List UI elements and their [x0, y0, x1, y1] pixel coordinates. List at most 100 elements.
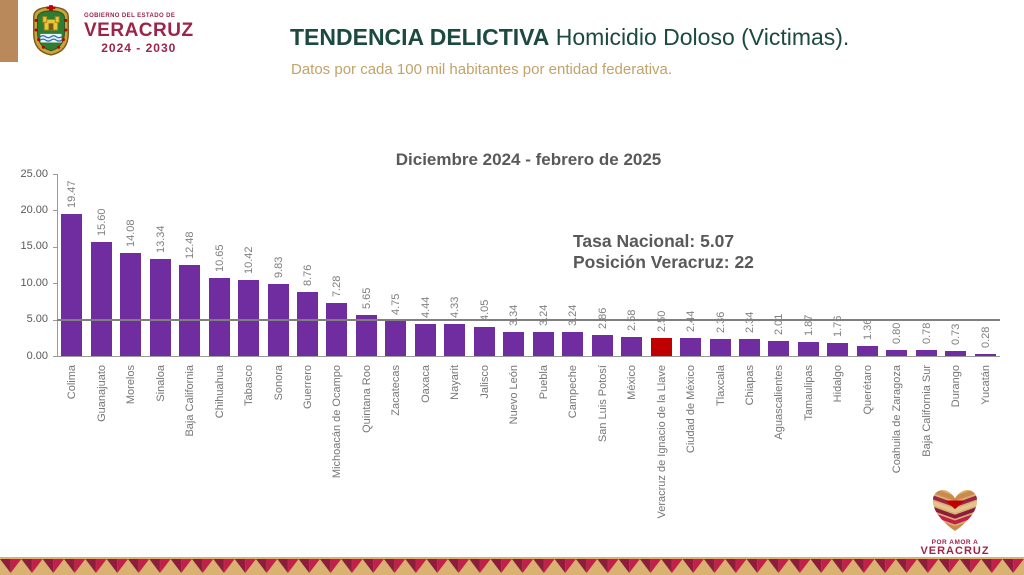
bar-value-sinaloa: 13.34	[154, 225, 167, 253]
bar-value-baja-california-sur: 0.78	[920, 322, 933, 345]
x-label-veracruz-de-ignacio-de-la-llave: Veracruz de Ignacio de la Llave	[655, 365, 668, 519]
page-title-rest: Homicidio Doloso (Victimas).	[549, 24, 850, 50]
x-label-chihuahua: Chihuahua	[213, 365, 226, 419]
y-tick-0.00: 0.00	[26, 349, 48, 362]
bar-hidalgo	[827, 343, 849, 356]
x-label-zacatecas: Zacatecas	[390, 365, 403, 416]
bar-michoacan-de-ocampo	[326, 303, 348, 356]
bar-value-durango: 0.73	[950, 323, 963, 345]
x-label-guanajuato: Guanajuato	[95, 365, 108, 422]
bar-guanajuato	[90, 242, 112, 356]
x-label-sinaloa: Sinaloa	[154, 365, 167, 402]
x-label-campeche: Campeche	[567, 365, 580, 419]
bar-value-colima: 19.47	[66, 180, 79, 209]
bar-guerrero	[296, 292, 318, 356]
x-label-baja-california-sur: Baja California Sur	[920, 365, 933, 457]
bar-tlaxcala	[709, 338, 731, 356]
y-tick-10.00: 10.00	[20, 276, 48, 289]
bar-value-veracruz-de-ignacio-de-la-llave: 2.50	[655, 310, 668, 332]
bar-value-coahuila-de-zaragoza: 0.80	[891, 322, 904, 345]
bar-colima	[61, 214, 83, 356]
x-label-aguascalientes: Aguascalientes	[773, 365, 786, 440]
x-label-michoacan-de-ocampo: Michoacán de Ocampo	[331, 365, 344, 479]
gov-org-name-label: VERACRUZ	[84, 20, 194, 41]
x-axis-line	[57, 356, 1000, 357]
x-label-morelos: Morelos	[125, 365, 138, 405]
bar-zacatecas	[385, 321, 407, 356]
bar-value-aguascalientes: 2.01	[773, 313, 786, 336]
x-label-mexico: México	[626, 365, 639, 400]
y-tickmark	[53, 319, 57, 321]
bar-ciudad-de-mexico	[680, 338, 702, 356]
decorative-triangle-border	[0, 557, 1024, 575]
bar-value-campeche: 3.24	[567, 304, 580, 327]
y-tickmark	[53, 356, 57, 357]
corner-accent-bar	[0, 0, 18, 62]
bar-value-chihuahua: 10.65	[213, 244, 226, 273]
x-label-colima: Colima	[66, 365, 79, 400]
x-label-sonora: Sonora	[272, 365, 285, 401]
y-tick-20.00: 20.00	[20, 203, 48, 216]
bar-sinaloa	[149, 258, 171, 356]
bar-queretaro	[856, 346, 878, 356]
bar-value-yucatan: 0.28	[979, 326, 992, 348]
x-label-baja-california: Baja California	[184, 365, 197, 437]
page-title: TENDENCIA DELICTIVA Homicidio Doloso (Vi…	[290, 24, 849, 51]
bar-value-nuevo-leon: 3.34	[508, 304, 521, 326]
bar-value-quintana-roo: 5.65	[360, 287, 373, 309]
page-subtitle: Datos por cada 100 mil habitantes por en…	[291, 61, 673, 78]
x-label-tabasco: Tabasco	[243, 365, 256, 406]
bar-tamaulipas	[797, 342, 819, 356]
bar-value-tlaxcala: 2.36	[714, 311, 727, 333]
bar-value-zacatecas: 4.75	[390, 293, 403, 316]
bar-value-guanajuato: 15.60	[95, 208, 108, 237]
x-label-tlaxcala: Tlaxcala	[714, 365, 727, 406]
bar-baja-california-sur	[915, 350, 937, 356]
x-label-nayarit: Nayarit	[449, 365, 462, 400]
bar-value-guerrero: 8.76	[301, 264, 314, 287]
bar-puebla	[532, 332, 554, 356]
y-tick-5.00: 5.00	[26, 313, 48, 326]
veracruz-coat-of-arms-icon	[28, 5, 74, 62]
annotation-tasa-nacional: Tasa Nacional: 5.07	[573, 231, 735, 251]
x-label-ciudad-de-mexico: Ciudad de México	[685, 365, 698, 454]
bar-nuevo-leon	[503, 331, 525, 356]
bar-mexico	[621, 337, 643, 356]
x-label-quintana-roo: Quintana Roo	[360, 365, 373, 433]
bar-value-chiapas: 2.34	[744, 311, 757, 333]
x-label-jalisco: Jalisco	[478, 365, 491, 399]
bar-san-luis-potosi	[591, 335, 613, 356]
x-label-queretaro: Querétaro	[861, 365, 874, 415]
bar-value-morelos: 14.08	[125, 219, 138, 248]
x-label-puebla: Puebla	[537, 365, 550, 400]
bar-baja-california	[179, 265, 201, 356]
x-label-coahuila-de-zaragoza: Coahuila de Zaragoza	[891, 365, 904, 474]
slogan-line-1: POR AMOR A	[931, 538, 979, 546]
x-label-guerrero: Guerrero	[301, 365, 314, 410]
bar-oaxaca	[414, 323, 436, 356]
bar-value-ciudad-de-mexico: 2.44	[685, 310, 698, 333]
bar-durango	[945, 350, 967, 356]
x-label-nuevo-leon: Nuevo León	[508, 365, 521, 425]
heart-chevron-icon	[929, 489, 981, 539]
bar-yucatan	[974, 353, 996, 356]
bar-value-puebla: 3.24	[537, 304, 550, 327]
y-axis-line	[57, 174, 58, 356]
x-label-yucatan: Yucatán	[979, 365, 992, 405]
x-label-san-luis-potosi: San Luis Potosí	[596, 365, 609, 443]
x-label-hidalgo: Hidalgo	[832, 365, 845, 403]
national-rate-line	[57, 319, 1000, 321]
bar-quintana-roo	[355, 314, 377, 356]
bar-value-queretaro: 1.36	[861, 318, 874, 341]
y-tickmark	[53, 174, 57, 175]
por-amor-a-veracruz-logo: POR AMOR A VERACRUZ	[900, 487, 1010, 558]
bar-value-sonora: 9.83	[272, 257, 285, 279]
x-label-oaxaca: Oaxaca	[419, 365, 432, 403]
chart-annotation: Tasa Nacional: 5.07 Posición Veracruz: 2…	[573, 231, 754, 274]
bar-value-jalisco: 4.05	[478, 299, 491, 321]
y-tick-15.00: 15.00	[20, 240, 48, 253]
bar-coahuila-de-zaragoza	[886, 350, 908, 356]
annotation-posicion-veracruz: Posición Veracruz: 22	[573, 252, 754, 273]
government-logo: GOBIERNO DEL ESTADO DE VERACRUZ 2024 - 2…	[28, 5, 194, 62]
